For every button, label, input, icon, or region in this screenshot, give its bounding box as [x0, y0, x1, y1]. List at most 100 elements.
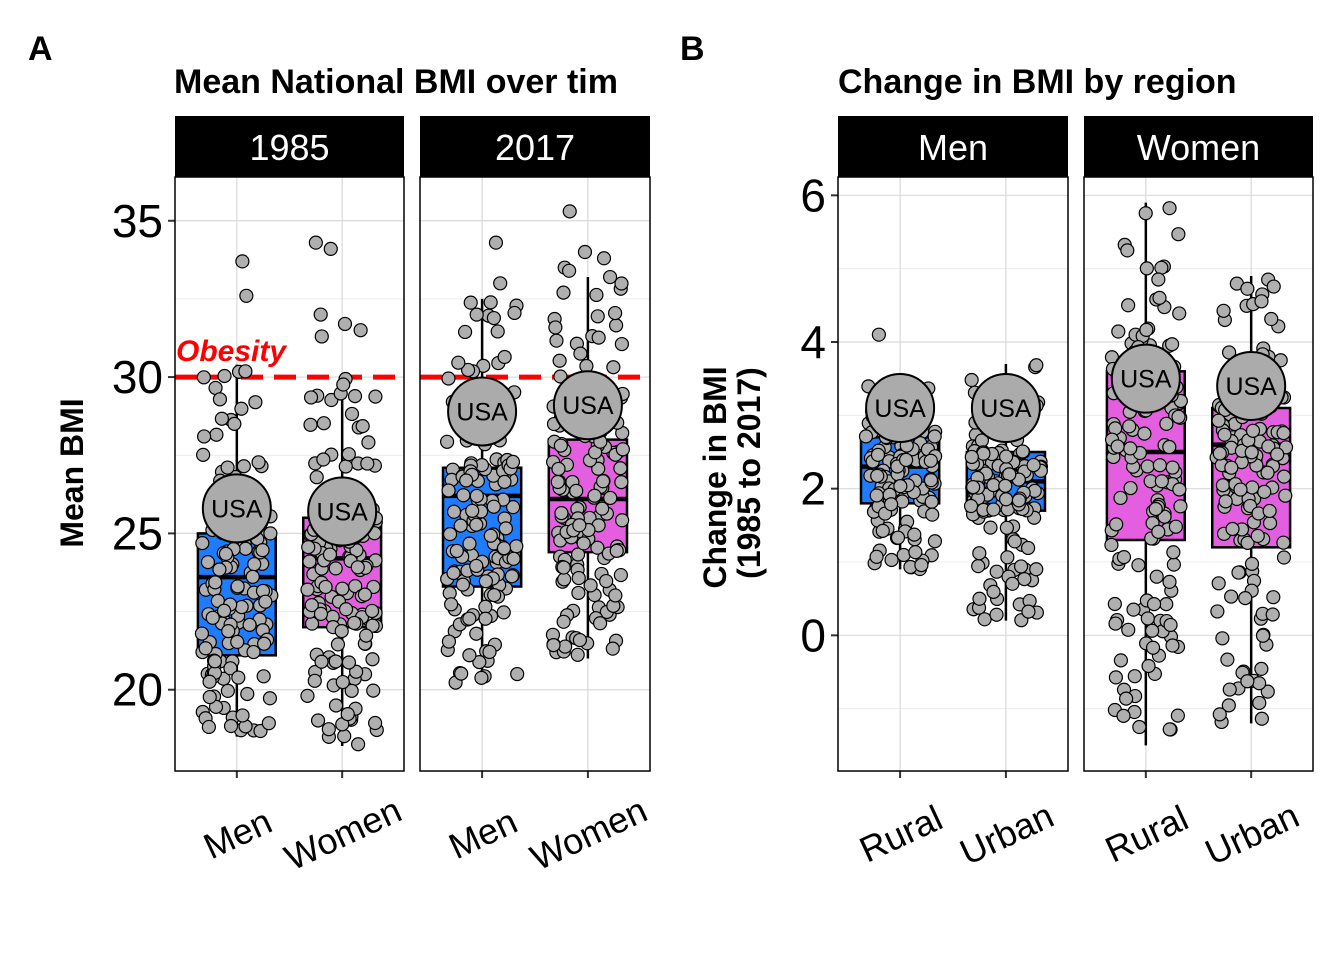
data-point — [201, 719, 216, 735]
usa-point — [447, 376, 518, 447]
data-point — [196, 447, 211, 462]
x-tick-label: Women — [524, 789, 653, 878]
x-tick-label: Men — [197, 800, 278, 867]
usa-point-label: USA — [1225, 373, 1277, 401]
data-point — [1145, 640, 1161, 655]
facet-strip-label: Men — [918, 127, 988, 168]
y-tick-label: 35 — [112, 195, 163, 247]
facet-strip-label: 2017 — [495, 127, 575, 168]
data-point — [1245, 480, 1260, 495]
data-point — [1140, 459, 1155, 474]
data-point — [227, 416, 242, 431]
data-point — [474, 670, 489, 685]
data-point — [1225, 521, 1240, 537]
data-point-outlier — [239, 288, 254, 303]
data-point — [870, 468, 885, 483]
data-point — [357, 587, 373, 602]
data-point-outlier — [337, 316, 353, 332]
data-point — [1215, 631, 1230, 646]
data-point — [195, 536, 210, 551]
data-point — [1231, 565, 1246, 580]
data-point — [1021, 540, 1036, 556]
data-point — [1261, 439, 1276, 454]
data-point — [893, 479, 908, 494]
data-point — [256, 669, 271, 684]
data-point — [1148, 501, 1163, 517]
data-point — [351, 737, 366, 752]
data-point — [223, 718, 239, 734]
data-point — [1109, 517, 1124, 532]
data-point — [964, 449, 979, 465]
data-point — [316, 452, 331, 467]
data-point — [556, 285, 571, 300]
data-point — [1126, 602, 1141, 617]
data-point — [923, 453, 938, 468]
data-point — [986, 478, 1001, 493]
data-point-outlier — [871, 327, 886, 342]
data-point — [1029, 562, 1044, 577]
box-men: USA — [439, 235, 525, 690]
data-point — [505, 500, 521, 515]
x-tick-label: Urban — [1199, 794, 1305, 873]
data-point — [986, 502, 1001, 517]
data-point — [557, 572, 572, 587]
data-point — [1127, 669, 1142, 684]
data-point — [1021, 604, 1036, 619]
data-point — [1171, 409, 1186, 424]
data-point — [999, 449, 1014, 464]
data-point — [453, 518, 468, 533]
data-point — [456, 488, 471, 503]
facet-strip — [1084, 116, 1313, 177]
data-point — [235, 708, 250, 723]
data-point — [338, 602, 354, 617]
panel-letter-a: A — [28, 30, 53, 68]
data-point — [572, 518, 587, 533]
x-tick-label: Urban — [954, 794, 1060, 873]
data-point — [1111, 324, 1126, 339]
panel-border — [837, 176, 1069, 772]
usa-point-label: USA — [316, 499, 368, 527]
data-point — [251, 455, 266, 470]
data-point — [463, 295, 478, 310]
data-point — [1108, 670, 1123, 685]
data-point — [498, 521, 513, 536]
data-point — [1154, 260, 1169, 275]
data-point — [1000, 550, 1015, 565]
data-point — [245, 569, 260, 584]
data-point — [1123, 441, 1138, 456]
data-point — [316, 416, 331, 431]
usa-point-label: USA — [874, 395, 926, 423]
data-point — [972, 591, 987, 606]
data-point-outlier — [353, 323, 368, 338]
usa-point — [307, 476, 378, 547]
data-point — [364, 603, 380, 619]
data-point — [556, 560, 571, 575]
data-point — [1162, 201, 1177, 216]
data-point — [1222, 682, 1237, 697]
data-point — [1005, 576, 1020, 591]
data-point — [200, 555, 216, 570]
data-point — [313, 606, 329, 621]
data-point — [613, 461, 628, 476]
data-point — [999, 520, 1014, 535]
data-point — [335, 581, 350, 596]
y-tick-label: 25 — [112, 507, 163, 559]
data-point — [1132, 719, 1147, 735]
facet-panel: Men USA Rural USA Urban — [837, 116, 1069, 873]
data-point — [1146, 596, 1162, 612]
data-point — [1254, 294, 1269, 309]
x-tick-label: Rural — [853, 797, 948, 871]
data-point — [551, 461, 566, 477]
data-point — [1151, 524, 1166, 539]
data-point — [1264, 311, 1279, 327]
data-point — [300, 582, 315, 597]
data-point — [486, 499, 501, 514]
data-point — [1254, 661, 1269, 677]
data-point — [482, 644, 497, 660]
usa-point — [1216, 351, 1287, 421]
usa-point-label: USA — [562, 392, 614, 420]
data-point — [487, 588, 502, 603]
data-point — [595, 501, 610, 516]
data-point — [220, 460, 235, 475]
data-point — [336, 377, 351, 392]
